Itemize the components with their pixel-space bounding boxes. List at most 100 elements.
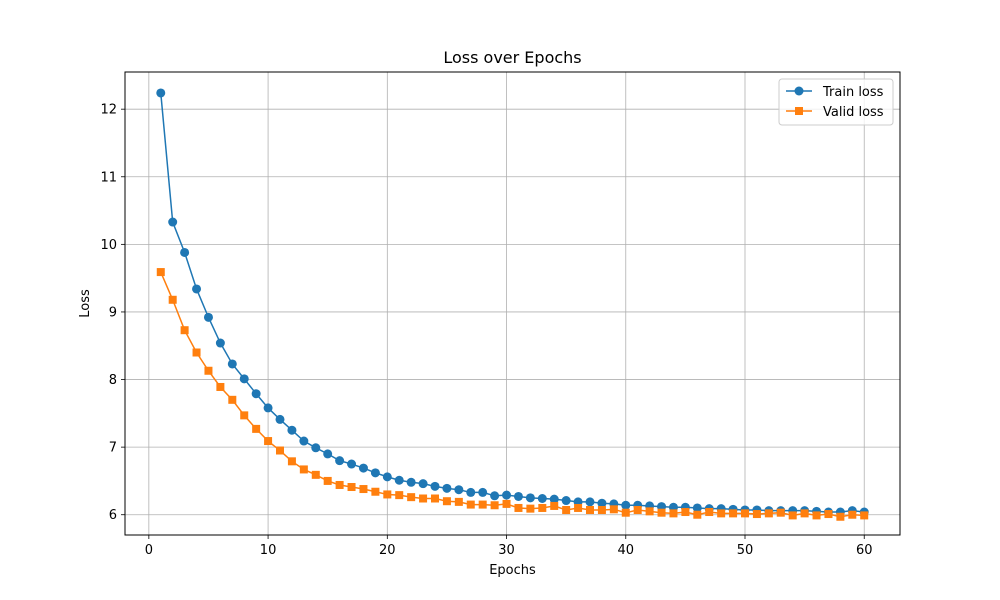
train-loss-point: [585, 497, 595, 507]
valid-loss-point: [299, 465, 308, 474]
valid-loss-point: [717, 509, 726, 518]
train-loss-point: [227, 359, 237, 369]
train-loss-point: [621, 500, 631, 510]
valid-loss-point: [240, 411, 249, 420]
valid-loss-point: [574, 503, 583, 512]
train-loss-point: [156, 88, 166, 98]
valid-loss-point: [502, 499, 511, 508]
valid-loss-point: [693, 510, 702, 519]
valid-loss-point: [216, 382, 225, 391]
legend-valid-label: Valid loss: [823, 105, 884, 120]
x-tick-label: 30: [498, 543, 515, 558]
x-tick-label: 50: [737, 543, 754, 558]
legend: Train loss Valid loss: [778, 78, 894, 126]
valid-loss-point: [705, 508, 714, 517]
valid-loss-point: [168, 295, 177, 304]
valid-loss-point: [669, 509, 678, 518]
train-loss-point: [525, 493, 535, 503]
valid-loss-point: [204, 366, 213, 375]
valid-loss-point: [860, 511, 869, 520]
valid-loss-point: [323, 476, 332, 485]
valid-loss-point: [287, 457, 296, 466]
train-loss-point: [513, 491, 523, 501]
valid-loss-point: [776, 508, 785, 517]
valid-loss-point: [335, 480, 344, 489]
valid-loss-point: [550, 501, 559, 510]
valid-loss-point: [609, 505, 618, 514]
valid-loss-point: [359, 485, 368, 494]
train-loss-point: [299, 436, 309, 446]
train-loss-point: [597, 498, 607, 508]
train-loss-point: [180, 247, 190, 257]
train-loss-point: [466, 487, 476, 497]
train-loss-point: [239, 374, 249, 384]
x-tick-label: 10: [260, 543, 277, 558]
train-loss-point: [347, 459, 357, 469]
valid-loss-point: [848, 510, 857, 519]
train-loss-point: [263, 403, 273, 413]
valid-loss-point: [180, 326, 189, 335]
valid-loss-series: [156, 268, 869, 521]
valid-loss-point: [371, 487, 380, 496]
train-loss-point: [394, 475, 404, 485]
train-loss-point: [382, 472, 392, 482]
train-loss-point: [323, 449, 333, 459]
valid-loss-point: [347, 483, 356, 492]
series-group: [156, 88, 869, 521]
y-tick-label: 12: [100, 103, 117, 118]
valid-loss-point: [478, 500, 487, 509]
valid-loss-point: [764, 509, 773, 518]
valid-loss-point: [454, 497, 463, 506]
valid-loss-point: [633, 505, 642, 514]
legend-train-marker-icon: [794, 86, 804, 96]
train-loss-point: [192, 284, 202, 294]
valid-loss-point: [407, 493, 416, 502]
valid-loss-point: [311, 470, 320, 479]
valid-loss-point: [252, 424, 261, 433]
train-loss-point: [168, 217, 178, 227]
plot-frame: [124, 71, 901, 536]
train-loss-point: [502, 490, 512, 500]
valid-loss-point: [788, 511, 797, 520]
valid-loss-point: [442, 497, 451, 506]
valid-loss-point: [645, 507, 654, 516]
x-axis-title: Epochs: [489, 563, 536, 578]
train-loss-point: [358, 463, 368, 473]
valid-loss-point: [383, 490, 392, 499]
train-loss-point: [561, 496, 571, 506]
train-loss-point: [335, 456, 345, 466]
chart-title: Loss over Epochs: [443, 48, 581, 67]
train-loss-point: [215, 338, 225, 348]
y-tick-label: 10: [100, 238, 117, 253]
y-tick-label: 8: [109, 373, 117, 388]
valid-loss-point: [490, 501, 499, 510]
train-loss-point: [549, 494, 559, 504]
valid-loss-point: [192, 348, 201, 357]
grid: [125, 72, 900, 535]
valid-loss-point: [800, 509, 809, 518]
valid-loss-point: [752, 510, 761, 519]
legend-train-label: Train loss: [822, 85, 884, 100]
valid-loss-point: [514, 503, 523, 512]
valid-loss-point: [586, 505, 594, 514]
train-loss-point: [370, 468, 380, 478]
train-loss-point: [537, 494, 547, 504]
valid-loss-point: [597, 505, 606, 514]
train-loss-point: [406, 477, 416, 487]
valid-loss-point: [466, 500, 475, 509]
valid-loss-point: [681, 508, 690, 517]
train-loss-point: [311, 443, 321, 453]
valid-loss-point: [836, 512, 845, 521]
y-tick-label: 6: [109, 508, 117, 523]
y-axis-title: Loss: [78, 289, 93, 318]
valid-loss-point: [538, 503, 547, 512]
train-loss-point: [418, 479, 428, 489]
train-loss-point: [454, 485, 464, 495]
train-loss-point: [442, 483, 452, 493]
train-loss-point: [203, 312, 213, 322]
train-loss-point: [692, 503, 702, 513]
train-loss-point: [430, 481, 440, 491]
valid-loss-point: [526, 504, 535, 513]
train-loss-point: [275, 414, 285, 424]
